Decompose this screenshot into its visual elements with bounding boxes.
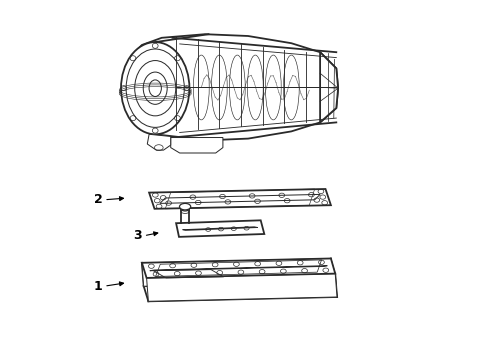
Polygon shape	[142, 258, 335, 278]
Text: 2: 2	[93, 193, 102, 206]
Text: 3: 3	[133, 229, 142, 242]
Polygon shape	[146, 274, 336, 301]
Polygon shape	[142, 258, 332, 286]
Polygon shape	[127, 34, 337, 140]
Ellipse shape	[121, 42, 189, 134]
Polygon shape	[320, 52, 337, 122]
Polygon shape	[330, 258, 336, 297]
Polygon shape	[170, 138, 223, 153]
Polygon shape	[143, 282, 336, 301]
Polygon shape	[147, 134, 170, 150]
Ellipse shape	[181, 206, 189, 211]
Ellipse shape	[179, 203, 190, 210]
Text: 1: 1	[93, 280, 102, 293]
Polygon shape	[176, 220, 264, 237]
Polygon shape	[160, 194, 320, 203]
Polygon shape	[149, 189, 330, 209]
